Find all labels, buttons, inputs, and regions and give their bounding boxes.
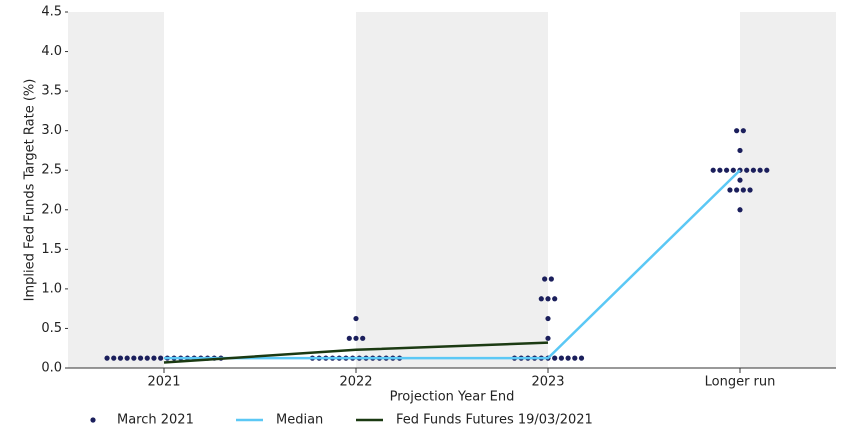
dot [545, 335, 551, 341]
dot [737, 207, 743, 213]
legend-label: Median [276, 413, 323, 428]
dot [578, 355, 585, 361]
dot [545, 296, 551, 302]
dot [131, 355, 137, 361]
dot [137, 355, 144, 361]
dot [124, 355, 130, 361]
dot [710, 167, 716, 173]
dot [538, 296, 544, 302]
dot [737, 177, 743, 183]
dot [734, 128, 740, 134]
y-tick-label: 2.0 [41, 202, 62, 217]
dot [737, 147, 743, 154]
dot [158, 355, 164, 361]
y-tick-label: 3.0 [41, 123, 62, 138]
dot [757, 167, 763, 173]
x-axis-title: Projection Year End [390, 390, 515, 405]
band-shade [356, 12, 548, 368]
x-tick-label: 2023 [531, 375, 564, 390]
dot [730, 167, 736, 173]
legend-marker [90, 417, 96, 423]
dot [360, 335, 366, 341]
series-line [163, 341, 549, 364]
y-tick-label: 0.0 [41, 361, 62, 376]
dot [740, 128, 746, 134]
y-tick-label: 4.5 [41, 5, 62, 20]
dot [353, 315, 359, 322]
dot [151, 355, 157, 361]
series-line [164, 169, 741, 360]
dot [717, 167, 723, 173]
x-tick-label: Longer run [705, 375, 776, 390]
y-tick-label: 0.5 [41, 321, 62, 336]
x-tick-label: 2022 [339, 375, 372, 390]
dot [552, 355, 558, 361]
dot [346, 335, 352, 341]
dot [552, 296, 558, 302]
dot [542, 276, 548, 282]
dot [117, 355, 124, 361]
dot [111, 355, 117, 361]
dot [104, 355, 110, 361]
dot [565, 355, 571, 361]
dot [727, 187, 733, 193]
dot [724, 167, 730, 173]
dot [572, 355, 578, 361]
legend-label: Fed Funds Futures 19/03/2021 [396, 413, 593, 428]
y-tick-label: 1.5 [41, 242, 62, 257]
x-tick-label: 2021 [147, 375, 180, 390]
dot [744, 167, 750, 173]
y-tick-label: 4.0 [41, 44, 62, 59]
legend-label: March 2021 [117, 413, 194, 428]
y-tick-label: 1.0 [41, 281, 62, 296]
dot [545, 315, 551, 322]
dot [750, 167, 757, 173]
dot [734, 187, 740, 193]
dot [740, 187, 746, 193]
band-shade [68, 12, 164, 368]
dot [353, 335, 359, 341]
dot [548, 276, 554, 282]
y-axis-title: Implied Fed Funds Target Rate (%) [23, 79, 38, 302]
dot [558, 355, 565, 361]
dot [747, 187, 753, 193]
dot [764, 167, 770, 173]
band-shade [740, 12, 836, 368]
dot [144, 355, 150, 361]
y-tick-label: 2.5 [41, 163, 62, 178]
y-tick-label: 3.5 [41, 84, 62, 99]
